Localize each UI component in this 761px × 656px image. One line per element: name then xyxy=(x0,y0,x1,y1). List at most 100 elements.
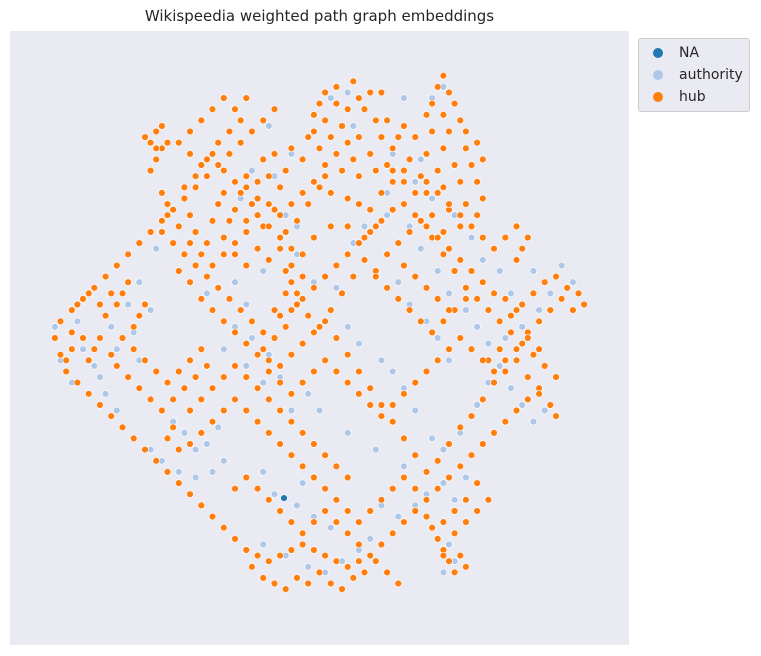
point-hub-324 xyxy=(276,233,284,242)
point-hub-482 xyxy=(462,563,470,571)
point-hub-188 xyxy=(107,412,115,420)
point-hub-484 xyxy=(372,272,380,281)
point-hub-71 xyxy=(259,155,267,164)
point-hub-121 xyxy=(237,306,245,314)
point-hub-196 xyxy=(68,306,76,314)
point-authority-108 xyxy=(417,245,425,253)
point-hub-311 xyxy=(422,222,431,231)
point-authority-111 xyxy=(462,306,470,314)
point-hub-156 xyxy=(467,451,476,459)
point-hub-186 xyxy=(130,434,138,443)
point-hub-510 xyxy=(422,284,431,292)
point-authority-42 xyxy=(146,306,155,314)
point-hub-347 xyxy=(332,367,341,376)
point-hub-284 xyxy=(524,373,532,381)
point-hub-447 xyxy=(332,518,341,526)
point-hub-455 xyxy=(287,418,296,426)
point-hub-15 xyxy=(422,150,431,158)
point-hub-504 xyxy=(422,178,431,186)
point-hub-477 xyxy=(383,568,391,577)
point-hub-252 xyxy=(282,267,290,275)
point-hub-359 xyxy=(467,345,476,353)
point-authority-114 xyxy=(501,334,509,342)
point-hub-81 xyxy=(225,217,234,225)
point-hub-197 xyxy=(79,295,87,303)
point-hub-433 xyxy=(484,496,493,504)
point-hub-155 xyxy=(479,440,487,448)
point-hub-412 xyxy=(265,429,273,437)
point-hub-226 xyxy=(180,183,189,192)
point-hub-116 xyxy=(180,250,189,259)
point-hub-1 xyxy=(434,83,442,91)
point-hub-390 xyxy=(180,384,189,392)
point-hub-201 xyxy=(124,250,132,259)
point-hub-33 xyxy=(439,228,448,236)
point-hub-127 xyxy=(304,312,312,320)
point-hub-440 xyxy=(253,485,262,493)
point-hub-219 xyxy=(146,139,155,147)
point-authority-86 xyxy=(450,496,459,504)
point-hub-285 xyxy=(535,390,543,398)
point-hub-96 xyxy=(372,222,380,231)
point-hub-173 xyxy=(276,551,284,560)
point-hub-344 xyxy=(298,378,307,387)
point-hub-475 xyxy=(360,568,369,577)
point-hub-187 xyxy=(118,423,127,431)
point-hub-299 xyxy=(557,295,566,303)
point-authority-115 xyxy=(518,323,526,331)
point-authority-79 xyxy=(259,468,267,476)
point-authority-113 xyxy=(484,339,493,348)
point-hub-426 xyxy=(422,512,431,521)
point-hub-106 xyxy=(242,261,251,270)
point-hub-479 xyxy=(450,568,459,577)
point-hub-154 xyxy=(490,429,498,437)
point-authority-63 xyxy=(208,468,217,476)
point-hub-399 xyxy=(130,345,138,353)
point-authority-103 xyxy=(259,378,267,387)
point-authority-95 xyxy=(304,390,312,398)
point-authority-36 xyxy=(507,384,515,392)
point-hub-164 xyxy=(377,540,386,549)
point-authority-30 xyxy=(428,434,436,443)
point-hub-461 xyxy=(220,373,228,381)
point-hub-391 xyxy=(191,373,200,381)
point-hub-210 xyxy=(225,150,234,158)
point-hub-42 xyxy=(310,127,318,136)
point-hub-443 xyxy=(287,518,296,526)
point-hub-22 xyxy=(400,166,408,175)
point-hub-153 xyxy=(501,418,509,426)
point-hub-190 xyxy=(84,390,93,398)
point-hub-352 xyxy=(389,401,397,409)
point-hub-244 xyxy=(242,183,251,192)
point-hub-236 xyxy=(197,116,206,125)
point-authority-20 xyxy=(242,300,251,309)
point-hub-373 xyxy=(96,334,104,342)
point-hub-137 xyxy=(417,217,425,225)
point-hub-237 xyxy=(186,127,194,136)
point-hub-393 xyxy=(197,345,206,353)
point-hub-235 xyxy=(208,105,217,113)
point-hub-401 xyxy=(107,351,115,359)
point-hub-497 xyxy=(501,233,509,242)
point-hub-330 xyxy=(208,261,217,270)
point-hub-241 xyxy=(208,150,217,158)
point-hub-146 xyxy=(518,339,526,348)
point-hub-282 xyxy=(501,367,509,376)
point-authority-87 xyxy=(462,473,470,482)
point-hub-458 xyxy=(253,384,262,392)
point-hub-248 xyxy=(287,200,296,208)
point-hub-386 xyxy=(135,384,144,392)
point-hub-126 xyxy=(293,300,301,309)
point-hub-240 xyxy=(197,161,206,169)
point-hub-442 xyxy=(276,507,284,515)
point-hub-297 xyxy=(580,300,588,309)
point-authority-10 xyxy=(265,122,273,130)
point-hub-376 xyxy=(79,334,87,342)
point-hub-502 xyxy=(445,200,453,208)
point-hub-339 xyxy=(242,339,251,348)
point-hub-298 xyxy=(569,306,577,314)
point-hub-254 xyxy=(293,289,301,298)
point-hub-395 xyxy=(175,367,183,376)
point-authority-127 xyxy=(411,178,419,186)
